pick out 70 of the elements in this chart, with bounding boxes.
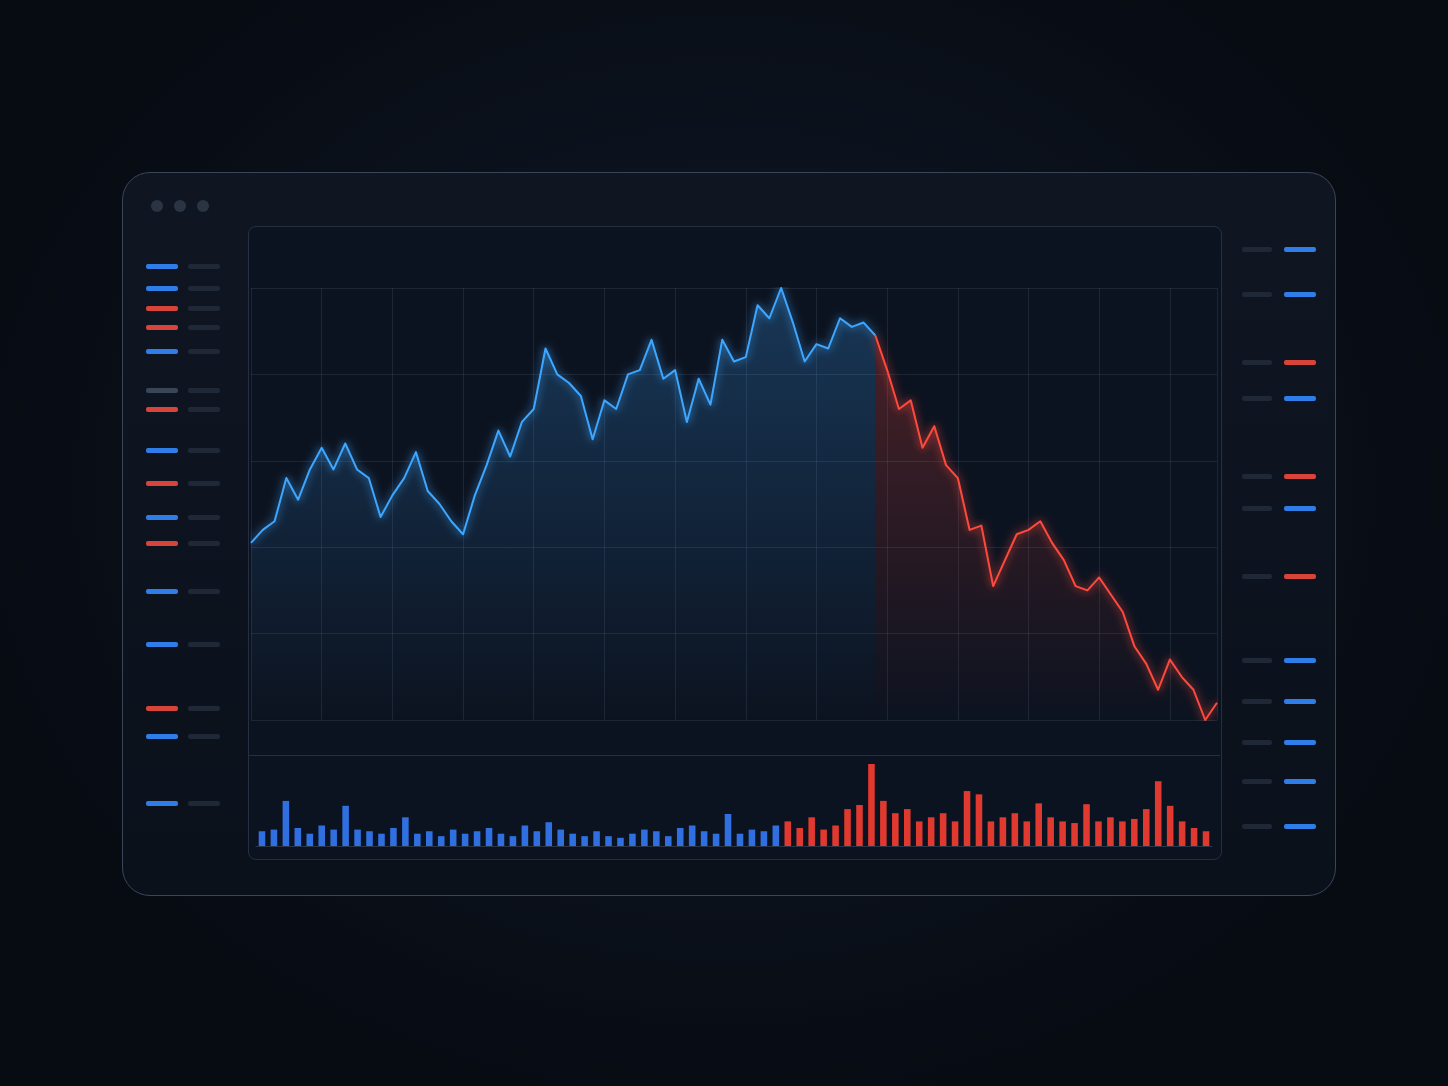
bar: [569, 833, 576, 846]
bar: [1035, 803, 1043, 846]
bar: [1095, 821, 1102, 846]
bar: [664, 836, 672, 846]
bar: [892, 813, 899, 846]
bar: [306, 833, 314, 846]
bar: [1142, 809, 1150, 846]
bar: [1083, 804, 1090, 846]
bar: [844, 809, 851, 846]
bar: [629, 833, 636, 846]
bar: [1190, 827, 1198, 846]
bar: [282, 800, 290, 846]
bar: [784, 821, 792, 846]
bar: [1131, 818, 1138, 846]
bar: [1047, 817, 1054, 846]
bar: [473, 831, 481, 846]
bar: [425, 831, 433, 846]
bar: [605, 836, 612, 846]
bar: [545, 822, 553, 846]
bar: [342, 805, 349, 846]
bar: [617, 837, 624, 846]
bar: [951, 821, 959, 846]
bar: [354, 829, 361, 846]
bar: [318, 825, 326, 846]
bar: [987, 821, 995, 846]
bar: [653, 831, 660, 846]
bar: [641, 829, 648, 846]
bar: [437, 836, 445, 846]
bar: [796, 827, 804, 846]
bar: [593, 831, 600, 846]
bar: [557, 829, 565, 846]
bar: [378, 833, 385, 846]
bar: [700, 831, 708, 846]
bar: [1107, 817, 1114, 846]
bar: [832, 825, 839, 846]
bar: [533, 831, 541, 846]
bar: [903, 809, 911, 846]
bar: [1071, 823, 1078, 846]
bar: [1059, 821, 1066, 846]
bar: [509, 836, 517, 846]
bar: [294, 827, 302, 846]
bar: [856, 805, 863, 846]
bar: [402, 817, 409, 846]
bar: [676, 827, 684, 846]
bar: [915, 821, 923, 846]
bar: [390, 827, 397, 846]
bar: [1154, 781, 1162, 846]
bar: [939, 813, 947, 846]
bar: [880, 800, 887, 846]
bar: [258, 831, 266, 846]
bar: [975, 794, 983, 846]
bar: [1166, 805, 1174, 846]
bar: [1119, 821, 1126, 846]
bar: [868, 764, 875, 846]
bar: [366, 831, 373, 846]
bar: [1178, 821, 1186, 846]
bar: [820, 829, 827, 846]
bar: [581, 836, 588, 846]
bar: [999, 817, 1007, 846]
bar: [808, 817, 815, 846]
bar: [760, 831, 768, 846]
bar: [963, 791, 971, 846]
bar: [330, 829, 337, 846]
bar: [1023, 821, 1031, 846]
bar: [485, 827, 493, 846]
bar: [1202, 831, 1210, 846]
bar: [927, 817, 935, 846]
bar: [414, 833, 421, 846]
bar: [724, 814, 732, 846]
bar: [1011, 813, 1019, 846]
